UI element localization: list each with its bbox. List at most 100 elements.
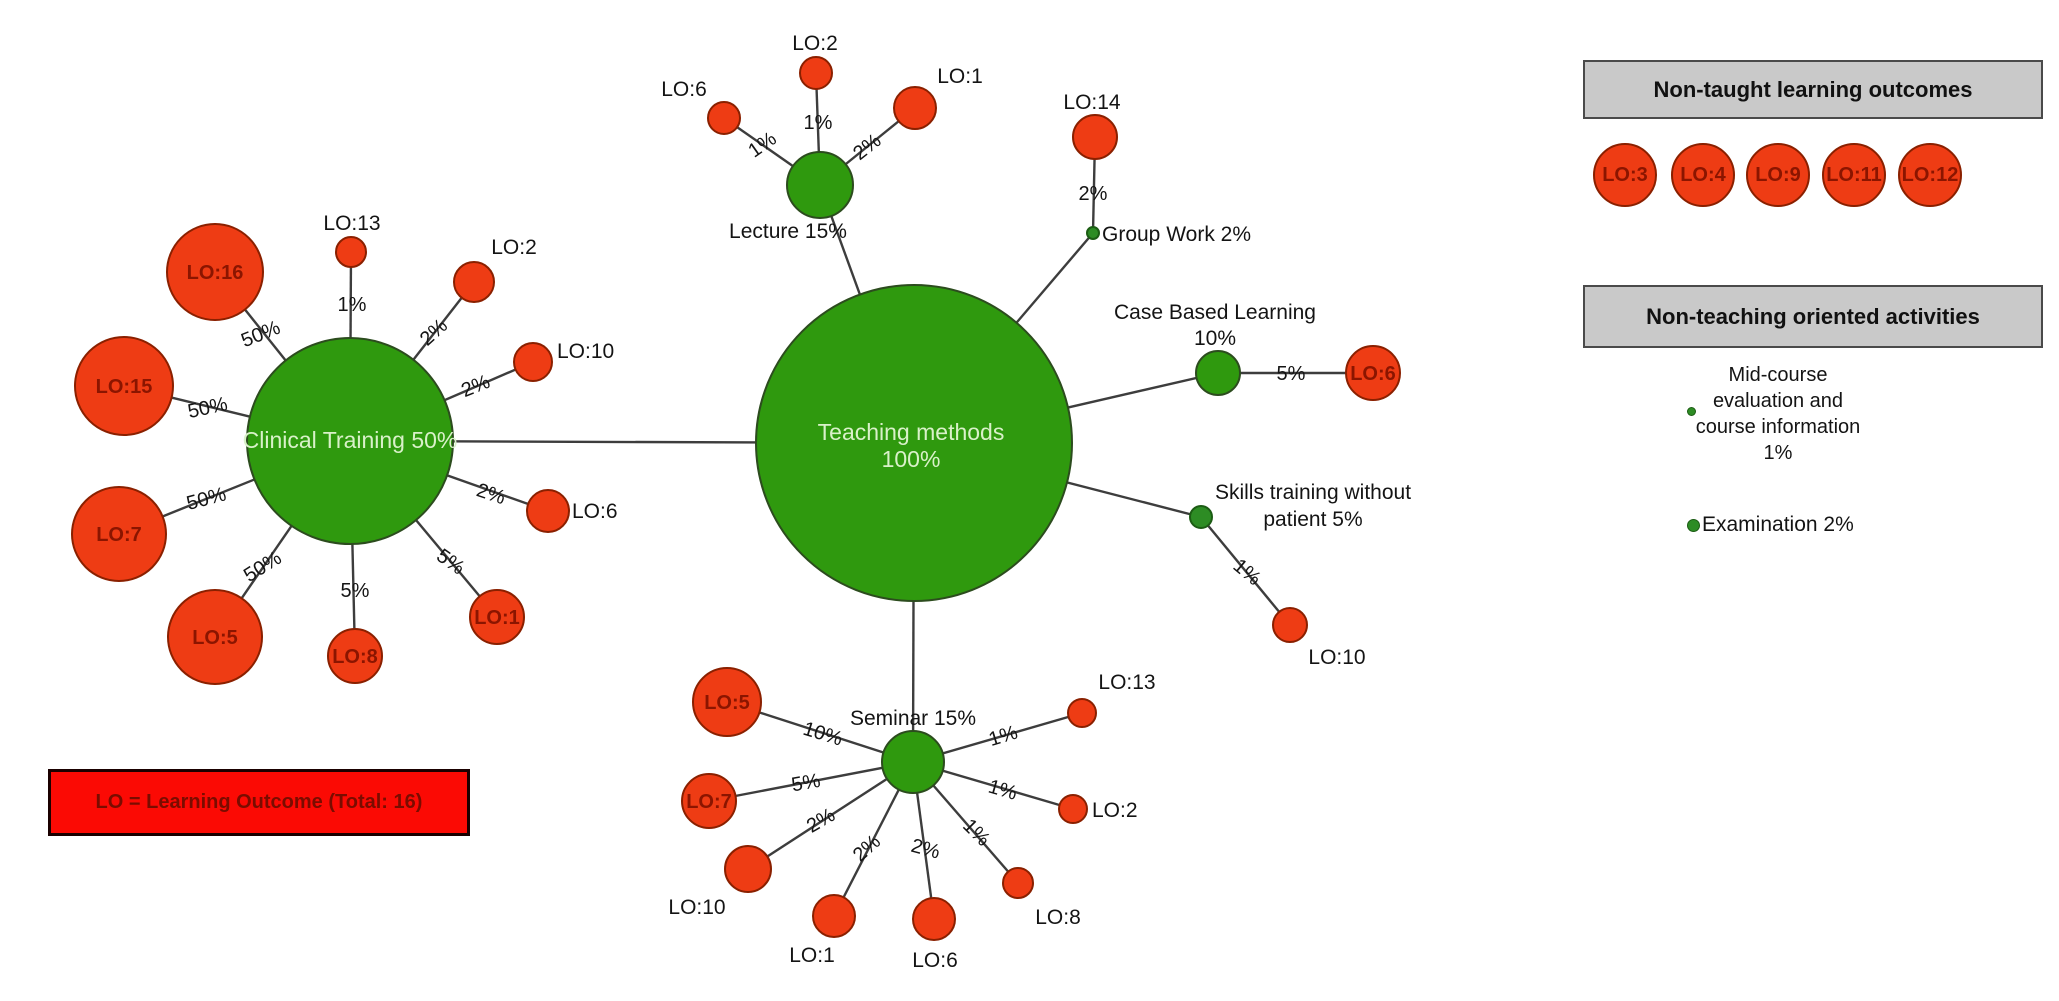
node-skills-training-without-patient-circle	[1189, 505, 1213, 529]
midcourse-line-3: course information	[1695, 416, 1861, 438]
node-lo-6-seminar-circle	[912, 897, 956, 941]
node-lo-14-group-work-circle	[1072, 114, 1118, 160]
edge-label-seminar-lo7s: 5%	[790, 770, 823, 797]
edge-label-clinical-lo13c: 1%	[338, 294, 367, 316]
edge-label-clinical-lo1c: 5%	[432, 545, 468, 580]
lo-definition-text: LO = Learning Outcome (Total: 16)	[95, 791, 423, 813]
legend-lo9-circle: LO:9	[1746, 143, 1810, 207]
edge-seminar-lo7s	[708, 760, 914, 803]
midcourse-dot-icon	[1687, 407, 1696, 416]
node-lo-14-group-work-label: LO:14	[1063, 91, 1121, 114]
edge-label-clinical-lo6c: 2%	[474, 479, 508, 509]
node-skills-training-without-patient-label: Skills training without	[1215, 481, 1411, 504]
node-lo-1-seminar-circle	[812, 894, 856, 938]
node-lo-5-seminar-circle	[692, 667, 762, 737]
node-lo-5-seminar-label: LO:5	[704, 692, 750, 714]
edge-label-seminar-lo5s: 10%	[800, 718, 845, 751]
edge-label-lecture-lo2l: 1%	[804, 112, 833, 134]
non-taught-legend-title: Non-taught learning outcomes	[1653, 76, 1973, 102]
node-lo-7-clinical-circle	[71, 486, 167, 582]
edge-label-lecture-lo6l: 1%	[744, 128, 780, 163]
node-lo-13-seminar-circle	[1067, 698, 1097, 728]
node-lo-1-seminar-label: LO:1	[789, 944, 835, 967]
edge-label-clinical-lo8c: 5%	[341, 580, 370, 602]
node-lo-10-seminar-circle	[724, 845, 772, 893]
legend-lo9-label: LO:9	[1755, 163, 1801, 186]
node-lo-6-lecture-label: LO:6	[661, 78, 707, 101]
edge-label-seminar-lo13s: 1%	[986, 721, 1020, 751]
node-lo-8-seminar-circle	[1002, 867, 1034, 899]
node-lo-16-clinical-circle	[166, 223, 264, 321]
node-clinical-training-circle	[246, 337, 454, 545]
node-lo-15-clinical-label: LO:15	[96, 376, 153, 398]
activities-legend-header: Non-teaching oriented activities	[1583, 285, 2043, 348]
node-clinical-training-label: Clinical Training 50%	[243, 427, 458, 453]
node-lo-10-skills-circle	[1272, 607, 1308, 643]
node-lo-2-lecture-label: LO:2	[792, 32, 838, 55]
edge-label-seminar-lo1s: 2%	[849, 831, 885, 867]
node-lo-10-seminar-label: LO:10	[668, 896, 725, 919]
edge-label-skills-lo10sk: 1%	[1229, 555, 1265, 591]
legend-lo11-label: LO:11	[1826, 163, 1882, 186]
node-teaching-methods-circle	[755, 284, 1073, 602]
node-lo-8-clinical-circle	[327, 628, 383, 684]
node-lo-6-lecture-circle	[707, 101, 741, 135]
node-lo-1-clinical-label: LO:1	[474, 607, 520, 629]
edge-label-clinical-lo15c: 50%	[186, 393, 230, 423]
node-lo-2-seminar-label: LO:2	[1092, 799, 1138, 822]
edge-label-clinical-lo16c: 50%	[238, 317, 284, 352]
midcourse-note: Mid-course evaluation and course informa…	[1662, 362, 1894, 466]
node-case-based-learning-label: 10%	[1194, 327, 1236, 350]
legend-lo12-label: LO:12	[1901, 163, 1959, 186]
node-lo-7-seminar-circle	[681, 773, 737, 829]
node-lo-7-clinical-label: LO:7	[96, 524, 142, 546]
node-lo-5-clinical-label: LO:5	[192, 627, 238, 649]
legend-lo3-label: LO:3	[1602, 163, 1648, 186]
node-skills-training-without-patient-label: patient 5%	[1263, 508, 1362, 531]
node-lo-2-seminar-circle	[1058, 794, 1088, 824]
node-lo-2-clinical-circle	[453, 261, 495, 303]
activities-legend-title: Non-teaching oriented activities	[1646, 303, 1980, 329]
examination-dot-icon	[1687, 519, 1700, 532]
node-lo-13-clinical-circle	[335, 236, 367, 268]
node-lo-2-lecture-circle	[799, 56, 833, 90]
node-lo-16-clinical-label: LO:16	[187, 262, 244, 284]
node-group-work-label: Group Work 2%	[1102, 223, 1251, 246]
node-lo-8-seminar-label: LO:8	[1035, 906, 1081, 929]
node-lo-10-skills-label: LO:10	[1308, 646, 1365, 669]
edge-label-groupwork-lo14g: 2%	[1079, 183, 1108, 205]
node-lo-10-clinical-label: LO:10	[557, 340, 614, 363]
node-lo-13-seminar-label: LO:13	[1098, 671, 1155, 694]
legend-lo4-label: LO:4	[1680, 163, 1726, 186]
edge-label-seminar-lo2s: 1%	[986, 776, 1020, 805]
node-lecture-circle	[786, 151, 854, 219]
legend-lo12-circle: LO:12	[1898, 143, 1962, 207]
edge-label-casebased-lo6cb: 5%	[1277, 363, 1306, 385]
node-seminar-circle	[881, 730, 945, 794]
midcourse-line-4: 1%	[1763, 442, 1793, 464]
node-teaching-methods-label: 100%	[882, 446, 941, 472]
examination-label: Examination 2%	[1702, 513, 1854, 536]
legend-lo4-circle: LO:4	[1671, 143, 1735, 207]
non-taught-legend-header: Non-taught learning outcomes	[1583, 60, 2043, 119]
edge-label-seminar-lo6s: 2%	[909, 835, 943, 864]
node-lo-1-lecture-label: LO:1	[937, 65, 983, 88]
nodes	[71, 56, 1401, 941]
node-lo-6-case-based-circle	[1345, 345, 1401, 401]
edge-label-seminar-lo10s: 2%	[803, 804, 839, 838]
legend-lo3-circle: LO:3	[1593, 143, 1657, 207]
edge-label-clinical-lo10c: 2%	[458, 371, 493, 402]
node-lo-10-clinical-circle	[513, 342, 553, 382]
node-lo-6-case-based-label: LO:6	[1350, 363, 1396, 385]
node-lo-6-clinical-circle	[526, 489, 570, 533]
node-case-based-learning-circle	[1195, 350, 1241, 396]
node-lo-5-clinical-circle	[167, 589, 263, 685]
node-case-based-learning-label: Case Based Learning	[1114, 301, 1316, 324]
edge-label-clinical-lo7c: 50%	[184, 483, 229, 515]
node-lo-1-lecture-circle	[893, 86, 937, 130]
node-lo-2-clinical-label: LO:2	[491, 236, 537, 259]
node-group-work-circle	[1086, 226, 1100, 240]
